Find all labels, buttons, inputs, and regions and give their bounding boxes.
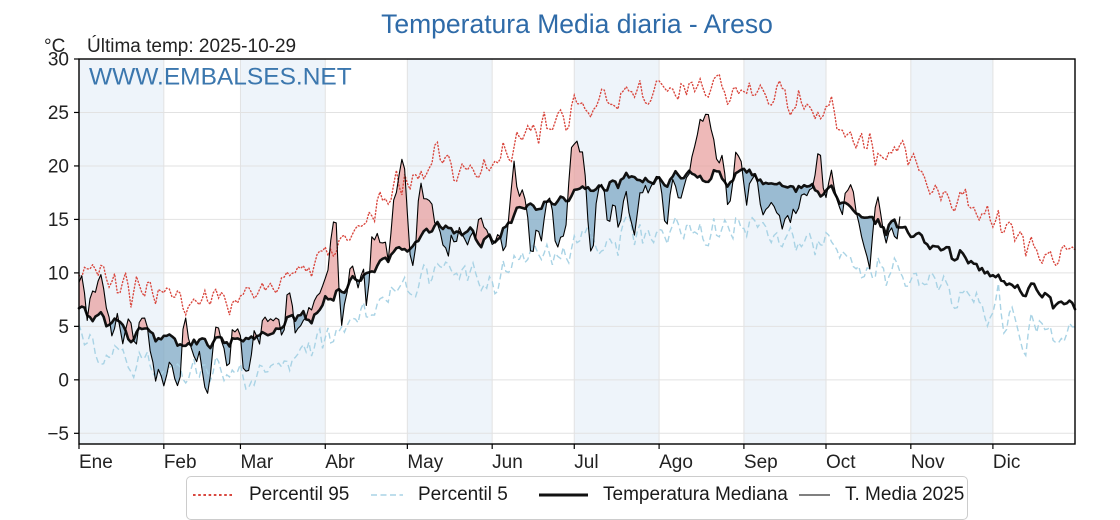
svg-text:20: 20 xyxy=(48,156,69,177)
svg-text:−5: −5 xyxy=(47,424,69,445)
svg-text:Jun: Jun xyxy=(492,452,523,473)
svg-text:15: 15 xyxy=(48,210,69,231)
svg-text:30: 30 xyxy=(48,50,69,71)
svg-text:25: 25 xyxy=(48,103,69,124)
svg-text:10: 10 xyxy=(48,263,69,284)
svg-text:Abr: Abr xyxy=(325,452,355,473)
svg-text:Ene: Ene xyxy=(79,452,113,473)
svg-text:Nov: Nov xyxy=(911,452,945,473)
svg-text:5: 5 xyxy=(58,317,69,338)
svg-text:WWW.EMBALSES.NET: WWW.EMBALSES.NET xyxy=(89,64,352,91)
svg-text:May: May xyxy=(407,452,443,473)
svg-text:Mar: Mar xyxy=(240,452,273,473)
svg-text:Dic: Dic xyxy=(993,452,1020,473)
svg-text:Jul: Jul xyxy=(574,452,598,473)
svg-text:Sep: Sep xyxy=(744,452,778,473)
svg-text:Feb: Feb xyxy=(164,452,197,473)
svg-text:0: 0 xyxy=(58,370,69,391)
svg-text:Oct: Oct xyxy=(826,452,856,473)
svg-text:Ago: Ago xyxy=(659,452,693,473)
